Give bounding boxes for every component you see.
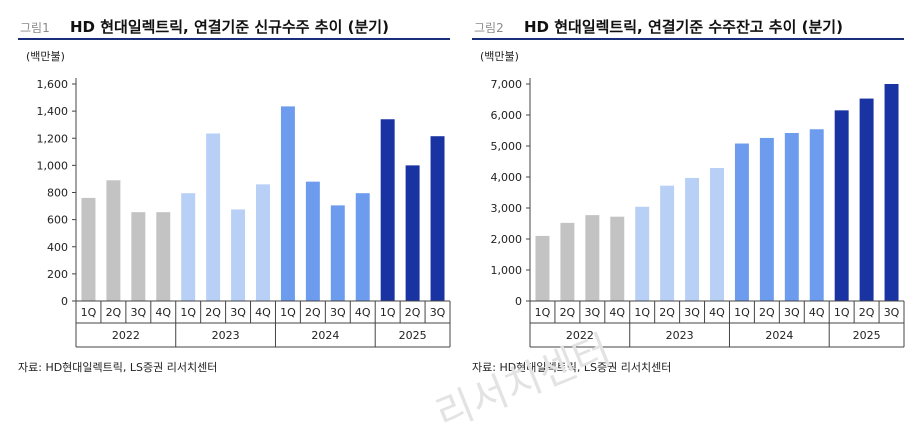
y-tick-label: 3,000	[491, 202, 523, 215]
bar	[380, 119, 395, 301]
bar	[106, 180, 121, 301]
bar	[535, 235, 550, 301]
y-tick-label: 0	[61, 295, 68, 308]
group-label: 2023	[666, 329, 694, 342]
bar	[81, 197, 96, 301]
bar	[355, 193, 370, 301]
bar	[585, 215, 600, 301]
backlog-bar-chart: 0 1,000 2,000 3,000 4,000 5,000 6,000 7,000 1Q 2Q…	[491, 78, 905, 348]
bar	[759, 137, 774, 301]
group-label: 2023	[212, 329, 240, 342]
y-tick-label: 4,000	[491, 171, 523, 184]
group-label: 2022	[566, 329, 594, 342]
new-orders-bar-chart: 0 200 400 600 800 1,000 1,200 1,400 1,600 1Q 2Q 3Q 4…	[37, 78, 451, 348]
x-tick-label: 4Q	[255, 306, 271, 319]
unit-label: (백만불)	[480, 50, 519, 63]
figure-title: HD 현대일렉트릭, 연결기준 수주잔고 추이 (분기)	[524, 18, 843, 36]
bar	[784, 132, 799, 301]
x-tick-label: 2Q	[405, 306, 421, 319]
figure-header: 그림1 HD 현대일렉트릭, 연결기준 신규수주 추이 (분기)	[18, 14, 450, 40]
source-note: 자료: HD현대일렉트릭, LS증권 리서치센터	[18, 361, 218, 374]
chart-panel-backlog: 그림2 HD 현대일렉트릭, 연결기준 수주잔고 추이 (분기) (백만불) 0…	[472, 0, 912, 403]
x-tick-label: 4Q	[609, 306, 625, 319]
x-tick-label: 4Q	[155, 306, 171, 319]
bar	[610, 216, 625, 301]
x-tick-label: 1Q	[81, 306, 97, 319]
x-tick-label: 1Q	[834, 306, 850, 319]
figure-title: HD 현대일렉트릭, 연결기준 신규수주 추이 (분기)	[70, 18, 389, 36]
y-tick-label: 400	[47, 241, 68, 254]
bar	[734, 143, 749, 301]
y-tick-label: 7,000	[491, 78, 523, 91]
bar	[181, 193, 196, 301]
bar	[834, 110, 849, 301]
y-tick-label: 1,000	[37, 159, 69, 172]
x-tick-label: 3Q	[330, 306, 346, 319]
bar	[131, 212, 146, 301]
bar	[884, 84, 899, 301]
bar	[305, 181, 320, 301]
y-tick-label: 1,400	[37, 105, 69, 118]
x-tick-label: 2Q	[560, 306, 576, 319]
figure-number: 그림1	[20, 21, 50, 35]
bar	[256, 184, 270, 301]
group-label: 2024	[765, 329, 793, 342]
x-tick-label: 2Q	[859, 306, 875, 319]
bar	[430, 136, 445, 301]
y-tick-label: 1,200	[37, 132, 69, 145]
x-tick-label: 1Q	[734, 306, 750, 319]
y-tick-label: 5,000	[491, 140, 523, 153]
y-tick-label: 800	[47, 187, 68, 200]
bar	[560, 222, 575, 301]
y-tick-label: 600	[47, 214, 68, 227]
unit-label: (백만불)	[26, 50, 65, 63]
x-tick-label: 3Q	[584, 306, 600, 319]
y-tick-label: 1,600	[37, 78, 69, 91]
x-tick-label: 1Q	[180, 306, 196, 319]
y-tick-label: 6,000	[491, 109, 523, 122]
x-tick-label: 2Q	[659, 306, 675, 319]
group-label: 2024	[311, 329, 339, 342]
x-tick-label: 4Q	[709, 306, 725, 319]
y-tick-label: 200	[47, 268, 68, 281]
bar	[635, 206, 650, 301]
source-note: 자료: HD현대일렉트릭, LS증권 리서치센터	[472, 361, 672, 374]
x-tick-label: 3Q	[884, 306, 900, 319]
figure-number: 그림2	[474, 21, 504, 35]
bar	[206, 133, 221, 301]
figure-header: 그림2 HD 현대일렉트릭, 연결기준 수주잔고 추이 (분기)	[472, 14, 904, 40]
x-tick-label: 1Q	[380, 306, 396, 319]
x-tick-label: 3Q	[230, 306, 246, 319]
y-tick-label: 2,000	[491, 233, 523, 246]
chart-panel-new-orders: 그림1 HD 현대일렉트릭, 연결기준 신규수주 추이 (분기) (백만불) 0…	[18, 0, 458, 403]
group-label: 2025	[399, 329, 427, 342]
bar	[280, 106, 295, 301]
group-label: 2025	[853, 329, 881, 342]
bar	[710, 168, 724, 301]
x-tick-label: 4Q	[355, 306, 371, 319]
x-tick-label: 3Q	[684, 306, 700, 319]
bar	[859, 98, 874, 301]
x-tick-label: 2Q	[205, 306, 221, 319]
x-tick-label: 2Q	[759, 306, 775, 319]
y-tick-label: 1,000	[491, 264, 523, 277]
bar	[405, 165, 420, 301]
x-tick-label: 1Q	[535, 306, 551, 319]
bar	[231, 209, 246, 301]
x-tick-label: 3Q	[784, 306, 800, 319]
bar	[809, 129, 824, 301]
bar	[685, 177, 700, 301]
y-tick-label: 0	[515, 295, 522, 308]
x-tick-label: 1Q	[280, 306, 296, 319]
bar	[156, 212, 171, 301]
bar	[660, 185, 675, 301]
x-tick-label: 2Q	[106, 306, 122, 319]
x-tick-label: 1Q	[634, 306, 650, 319]
x-tick-label: 3Q	[130, 306, 146, 319]
bar	[330, 205, 345, 301]
x-tick-label: 4Q	[809, 306, 825, 319]
x-tick-label: 2Q	[305, 306, 321, 319]
x-tick-label: 3Q	[430, 306, 446, 319]
group-label: 2022	[112, 329, 140, 342]
